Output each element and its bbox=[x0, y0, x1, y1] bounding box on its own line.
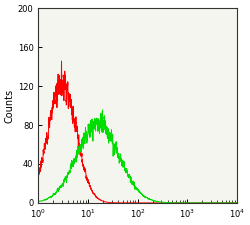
Y-axis label: Counts: Counts bbox=[5, 89, 15, 123]
